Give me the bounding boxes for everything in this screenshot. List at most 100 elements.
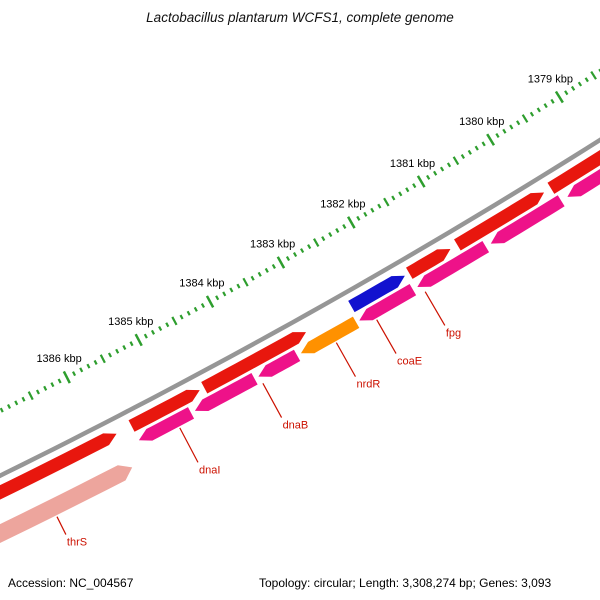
- gene-label-thrS[interactable]: thrS: [67, 537, 87, 549]
- tick-label-1386-kbp: 1386 kbp: [36, 353, 81, 365]
- gene-segment-1[interactable]: [0, 433, 117, 520]
- minor-tick: [307, 244, 312, 250]
- gene-segment-5[interactable]: [406, 249, 451, 279]
- minor-tick: [426, 174, 431, 180]
- minor-tick: [481, 141, 486, 147]
- minor-tick: [229, 287, 234, 293]
- minor-tick: [79, 367, 84, 373]
- minor-tick: [550, 98, 555, 104]
- tick-label-1379-kbp: 1379 kbp: [528, 74, 573, 86]
- tick-label-1382-kbp: 1382 kbp: [320, 199, 365, 211]
- minor-tick: [271, 263, 276, 269]
- minor-tick: [86, 363, 91, 369]
- minor-tick: [377, 203, 382, 209]
- gene-segment-9[interactable]: [194, 373, 258, 412]
- figure-title: Lactobacillus plantarum WCFS1, complete …: [146, 10, 454, 25]
- minor-tick: [516, 120, 521, 126]
- minor-tick: [150, 329, 156, 335]
- minor-tick: [502, 128, 507, 134]
- gene-fpg[interactable]: [417, 241, 490, 288]
- minor-tick: [0, 407, 4, 413]
- gene-segment-14[interactable]: [490, 195, 565, 244]
- tick-label-1384-kbp: 1384 kbp: [179, 278, 224, 290]
- minor-tick: [236, 283, 241, 289]
- topology-text: Topology: circular; Length: 3,308,274 bp…: [259, 576, 552, 590]
- gene-dnaB[interactable]: [258, 349, 301, 377]
- gene-nrdR[interactable]: [300, 316, 360, 354]
- minor-tick: [143, 333, 148, 339]
- gene-label-line-coaE: [376, 319, 397, 354]
- gene-coaE[interactable]: [348, 275, 405, 313]
- minor-tick: [439, 166, 445, 172]
- minor-tick: [433, 170, 438, 176]
- minor-tick: [35, 389, 40, 395]
- minor-tick: [93, 359, 98, 365]
- minor-tick: [321, 236, 326, 242]
- minor-tick: [292, 252, 298, 258]
- minor-tick: [72, 371, 77, 377]
- minor-tick: [383, 197, 390, 207]
- gene-label-nrdR[interactable]: nrdR: [356, 379, 380, 391]
- major-tick: [416, 175, 426, 188]
- major-tick: [205, 295, 215, 308]
- minor-tick: [543, 103, 548, 109]
- gene-label-line-thrS: [56, 516, 67, 535]
- minor-tick: [363, 211, 368, 217]
- footer: Accession: NC_004567 Topology: circular;…: [0, 574, 600, 590]
- minor-tick: [27, 391, 34, 401]
- gene-label-dnaI[interactable]: dnaI: [199, 464, 220, 476]
- gene-label-line-nrdR: [335, 342, 356, 377]
- minor-tick: [495, 132, 500, 138]
- minor-tick: [285, 256, 291, 262]
- minor-tick: [467, 149, 472, 155]
- minor-tick: [43, 385, 48, 391]
- minor-tick: [564, 90, 569, 96]
- minor-tick: [242, 277, 249, 287]
- minor-tick: [342, 223, 347, 229]
- gene-label-fpg[interactable]: fpg: [446, 327, 461, 339]
- minor-tick: [215, 295, 220, 301]
- gene-segment-3[interactable]: [201, 332, 306, 394]
- minor-tick: [446, 162, 452, 168]
- minor-tick: [50, 382, 55, 388]
- minor-tick: [122, 344, 127, 350]
- major-tick: [134, 333, 143, 347]
- minor-tick: [328, 232, 333, 238]
- minor-tick: [171, 316, 178, 326]
- minor-tick: [356, 215, 361, 221]
- minor-tick: [21, 396, 26, 402]
- minor-tick: [570, 85, 576, 91]
- minor-tick: [222, 291, 227, 297]
- minor-tick: [452, 156, 460, 166]
- minor-tick: [107, 352, 113, 358]
- gene-segment-6[interactable]: [454, 192, 545, 251]
- minor-tick: [335, 228, 340, 234]
- genome-backbone: [0, 137, 600, 479]
- minor-tick: [529, 111, 535, 117]
- major-tick: [554, 90, 564, 104]
- minor-tick: [590, 70, 597, 80]
- major-tick: [276, 256, 286, 269]
- minor-tick: [257, 271, 262, 277]
- gene-label-dnaB[interactable]: dnaB: [283, 420, 309, 432]
- major-tick: [62, 370, 71, 384]
- tick-label-1381-kbp: 1381 kbp: [390, 158, 435, 170]
- minor-tick: [391, 195, 396, 201]
- minor-tick: [200, 303, 205, 309]
- gene-thrS[interactable]: [0, 465, 133, 555]
- minor-tick: [115, 348, 120, 354]
- minor-tick: [179, 314, 184, 320]
- minor-tick: [165, 322, 170, 328]
- gene-segment-7[interactable]: [547, 117, 600, 194]
- gene-label-coaE[interactable]: coaE: [397, 356, 422, 368]
- minor-tick: [57, 378, 62, 384]
- gene-segment-12[interactable]: [359, 284, 417, 321]
- minor-tick: [99, 354, 106, 364]
- minor-tick: [412, 183, 417, 189]
- gene-dnaI[interactable]: [138, 407, 195, 441]
- minor-tick: [405, 187, 410, 193]
- tick-label-1380-kbp: 1380 kbp: [459, 116, 504, 128]
- gene-segment-2[interactable]: [128, 389, 200, 432]
- minor-tick: [398, 191, 403, 197]
- gene-segment-15[interactable]: [567, 125, 600, 197]
